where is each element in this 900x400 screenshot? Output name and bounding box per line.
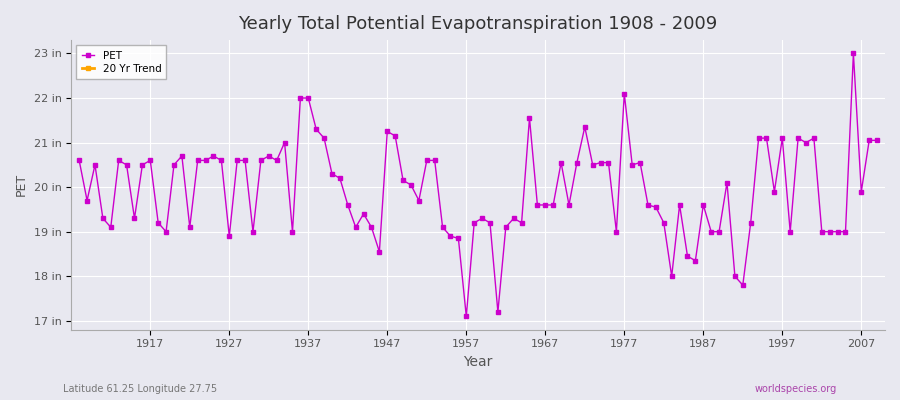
PET — [224, 234, 235, 238]
PET — [643, 202, 653, 207]
PET — [461, 314, 472, 319]
Legend: PET, 20 Yr Trend: PET, 20 Yr Trend — [76, 45, 166, 79]
Line: PET: PET — [77, 52, 878, 318]
X-axis label: Year: Year — [464, 355, 493, 369]
Title: Yearly Total Potential Evapotranspiration 1908 - 2009: Yearly Total Potential Evapotranspiratio… — [238, 15, 718, 33]
PET — [706, 229, 716, 234]
PET — [437, 225, 448, 230]
PET — [248, 229, 258, 234]
Text: worldspecies.org: worldspecies.org — [755, 384, 837, 394]
PET — [769, 189, 779, 194]
PET — [848, 51, 859, 56]
PET — [74, 158, 85, 163]
Text: Latitude 61.25 Longitude 27.75: Latitude 61.25 Longitude 27.75 — [63, 384, 217, 394]
Y-axis label: PET: PET — [15, 173, 28, 196]
PET — [872, 138, 883, 143]
